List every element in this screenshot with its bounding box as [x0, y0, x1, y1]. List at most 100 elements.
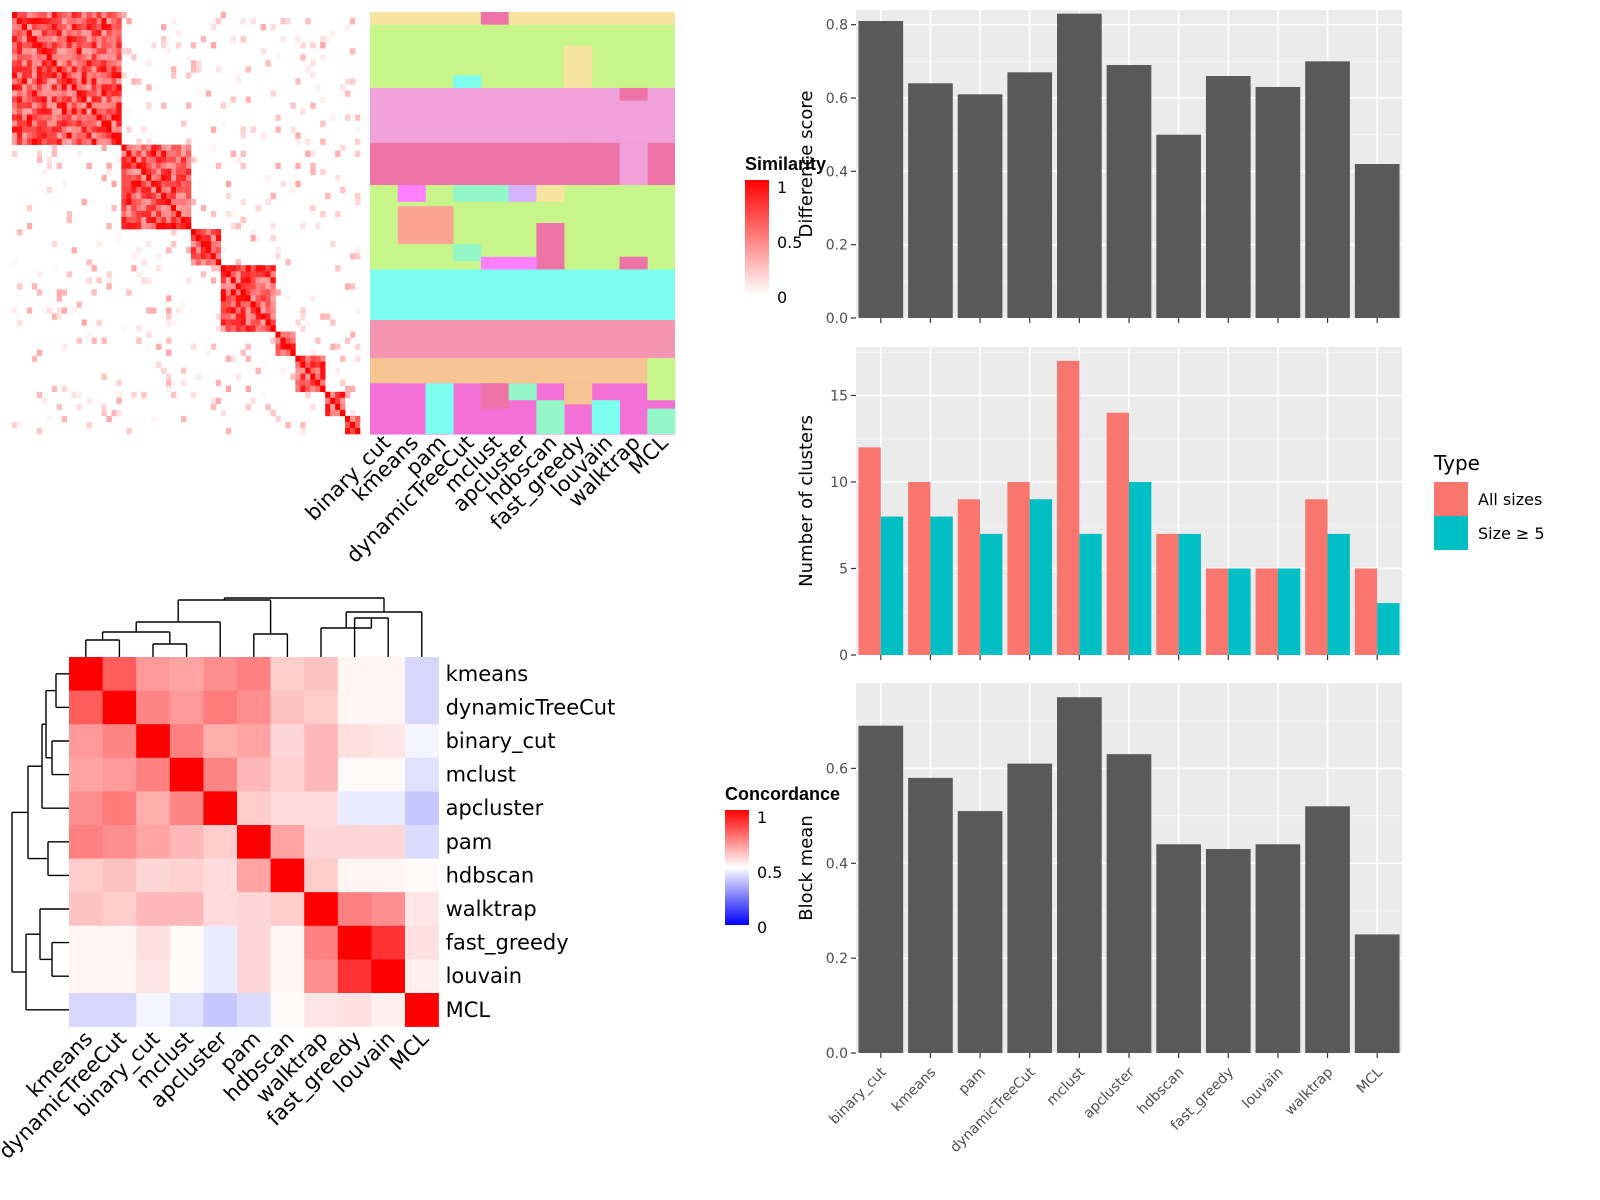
similarity-cell [101, 373, 107, 381]
similarity-cell [36, 102, 43, 109]
similarity-cell [166, 204, 172, 212]
similarity-cell [295, 355, 301, 362]
bar [1007, 481, 1030, 655]
similarity-cell [315, 361, 321, 368]
similarity-cell [131, 204, 137, 212]
similarity-cell [230, 295, 237, 302]
concordance-legend-bar [725, 810, 749, 925]
similarity-cell [136, 271, 142, 278]
similarity-cell [230, 355, 237, 362]
similarity-cell [111, 114, 117, 121]
partition-cell [397, 206, 426, 245]
bar [1007, 763, 1053, 1053]
concordance-cell [405, 657, 439, 691]
similarity-cell [235, 307, 241, 314]
similarity-cell [46, 186, 53, 194]
similarity-cell [195, 180, 202, 188]
similarity-cell [265, 265, 271, 272]
concordance-cell [270, 892, 305, 927]
concordance-cell [304, 925, 339, 960]
similarity-cell [270, 409, 276, 417]
similarity-cell [111, 204, 117, 212]
concordance-cell [136, 690, 171, 725]
similarity-cell [345, 24, 351, 31]
similarity-cell [300, 361, 306, 368]
similarity-cell [66, 90, 72, 97]
similarity-cell [96, 241, 102, 248]
similarity-cell [81, 36, 87, 43]
similarity-cell [181, 150, 187, 157]
similarity-cell [260, 271, 266, 278]
similarity-cell [166, 36, 172, 43]
similarity-cell [235, 313, 241, 320]
similarity-cell [41, 36, 48, 43]
similarity-cell [71, 54, 77, 61]
similarity-cell [310, 295, 316, 302]
similarity-cell [16, 12, 23, 19]
similarity-cell [275, 114, 281, 121]
similarity-cell [250, 126, 256, 133]
similarity-cell [161, 36, 167, 43]
similarity-cell [86, 126, 92, 133]
similarity-cell [136, 325, 142, 332]
similarity-cell [260, 307, 266, 314]
similarity-cell [91, 289, 97, 296]
similarity-cell [255, 283, 261, 290]
similarity-cell [230, 36, 237, 43]
concordance-cell [270, 791, 305, 826]
similarity-cell [86, 102, 92, 109]
similarity-cell [41, 120, 48, 127]
similarity-cell [250, 319, 256, 326]
similarity-cell [240, 162, 246, 170]
bar [880, 516, 904, 655]
similarity-cell [71, 42, 77, 49]
similarity-cell [290, 186, 296, 194]
similarity-cell [265, 313, 271, 320]
similarity-cell [335, 403, 341, 411]
similarity-cell [215, 229, 222, 236]
similarity-cell [235, 156, 241, 164]
similarity-cell [161, 204, 167, 212]
concordance-cell [371, 825, 406, 859]
concordance-legend-title: Concordance [725, 784, 840, 804]
concordance-cell [270, 690, 305, 725]
similarity-cell [116, 138, 122, 145]
concordance-cell [102, 925, 137, 960]
similarity-cell [111, 385, 117, 393]
similarity-heatmap [12, 12, 361, 435]
similarity-cell [66, 48, 72, 55]
similarity-cell [66, 102, 72, 109]
similarity-cell [16, 84, 23, 91]
similarity-cell [131, 265, 137, 272]
concordance-cell [405, 892, 439, 927]
similarity-cell [285, 18, 291, 25]
concordance-cell [69, 892, 103, 927]
similarity-cell [315, 84, 321, 91]
concordance-cell [371, 724, 406, 759]
similarity-cell [21, 114, 28, 121]
similarity-cell [181, 120, 187, 127]
concordance-cell [102, 892, 137, 927]
concordance-row-label: hdbscan [446, 863, 535, 887]
similarity-cell [126, 144, 132, 151]
similarity-cell [51, 102, 58, 109]
similarity-cell [315, 385, 321, 393]
similarity-cell [96, 120, 102, 127]
similarity-cell [320, 54, 326, 61]
similarity-cell [260, 48, 266, 55]
similarity-cell [116, 132, 122, 139]
similarity-cell [56, 295, 63, 302]
similarity-cell [250, 289, 256, 296]
similarity-cell [146, 168, 152, 176]
similarity-cell [230, 271, 237, 278]
similarity-cell [166, 150, 172, 157]
similarity-cell [166, 373, 172, 381]
similarity-cell [121, 48, 127, 55]
similarity-cell [126, 126, 132, 133]
similarity-cell [116, 409, 122, 417]
similarity-cell [330, 397, 336, 405]
similarity-cell [36, 349, 43, 356]
concordance-cell [203, 959, 238, 994]
similarity-cell [151, 168, 157, 176]
similarity-cell [156, 198, 162, 206]
